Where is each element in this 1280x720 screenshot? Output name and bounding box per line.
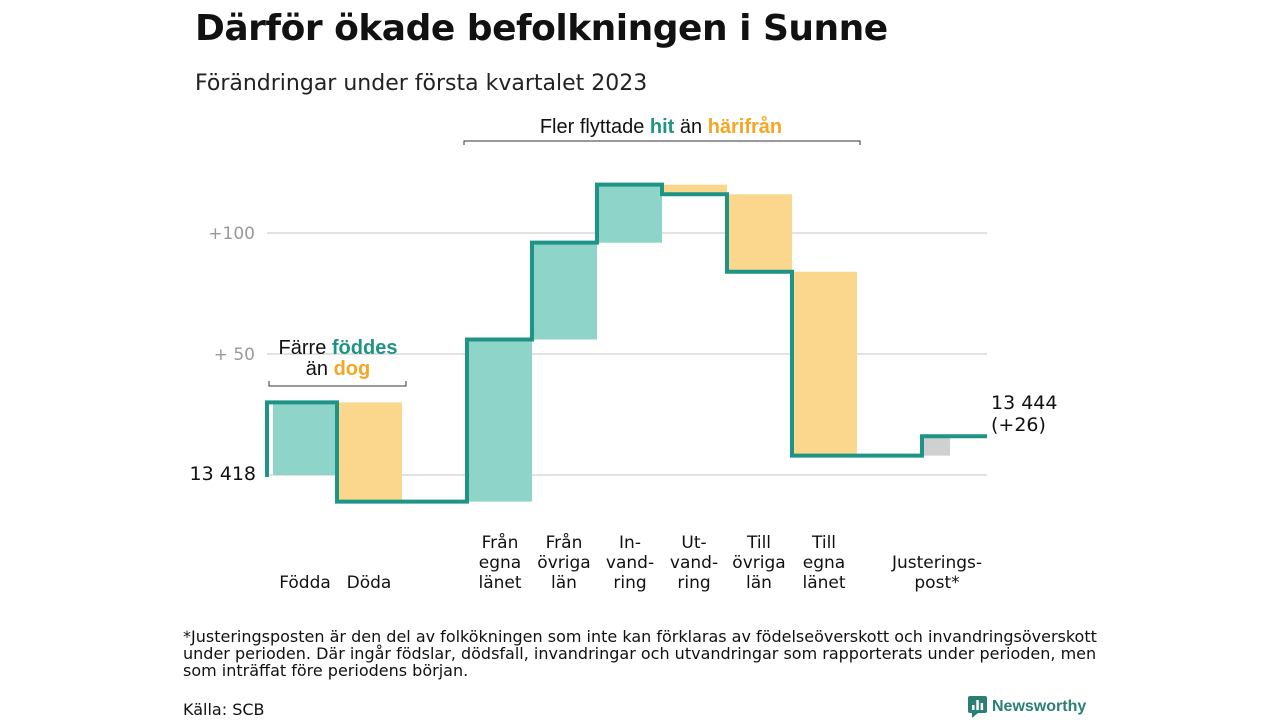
cumulative-step-line (265, 182, 987, 504)
category-label: ring (677, 573, 710, 593)
category-label: post* (914, 573, 959, 593)
annotation-bracket (268, 381, 407, 387)
category-label: län (746, 573, 772, 593)
waterfall-bar (793, 271, 857, 456)
end-value-label: (+26) (991, 414, 1046, 436)
footnote: *Justeringsposten är den del av folkökni… (183, 627, 1097, 680)
waterfall-bar (728, 194, 792, 272)
waterfall-bar (663, 184, 727, 195)
category-label: Ut- (681, 533, 706, 553)
category-label: länet (478, 573, 521, 593)
category-label: Från (546, 532, 583, 553)
waterfall-bar (923, 436, 950, 456)
category-label: övriga (732, 553, 785, 573)
category-label: Till (811, 533, 836, 553)
newsworthy-logo: Newsworthy (968, 696, 1086, 718)
category-label: Döda (347, 573, 392, 593)
category-label: län (551, 573, 577, 593)
annotation-migration: Fler flyttade hit än härifrån (463, 115, 861, 145)
waterfall-bar (273, 402, 337, 475)
waterfall-bar (598, 184, 662, 243)
chart-subtitle: Förändringar under första kvartalet 2023 (195, 71, 648, 96)
source-note: Källa: SCB (183, 700, 265, 719)
category-label: Till (746, 533, 771, 553)
y-tick-label: + 50 (214, 345, 255, 365)
category-label: Födda (279, 573, 331, 593)
waterfall-bar (338, 402, 402, 502)
category-label: Justerings- (891, 553, 982, 573)
category-label: In- (619, 533, 641, 553)
category-label: egna (479, 553, 521, 573)
category-label: länet (802, 573, 845, 593)
annotation-line: Fler flyttade hit än härifrån (540, 115, 782, 138)
category-label: ring (613, 573, 646, 593)
category-label: vand- (606, 553, 654, 573)
category-label: egna (803, 553, 845, 573)
waterfall-bar (468, 339, 532, 502)
category-label: Från (482, 532, 519, 553)
category-label: vand- (670, 553, 718, 573)
start-value-label: 13 418 (190, 463, 256, 485)
category-label: övriga (537, 553, 590, 573)
newsworthy-icon (968, 696, 987, 718)
end-value-label: 13 444 (991, 392, 1057, 414)
annotation-line: än dog (306, 358, 370, 380)
annotation-bracket (463, 140, 861, 145)
y-tick-label: +100 (208, 224, 255, 244)
annotation-line: Färre föddes (279, 337, 398, 359)
chart-title: Därför ökade befolkningen i Sunne (195, 8, 888, 49)
waterfall-bar (533, 242, 597, 340)
brand-name: Newsworthy (992, 698, 1087, 715)
